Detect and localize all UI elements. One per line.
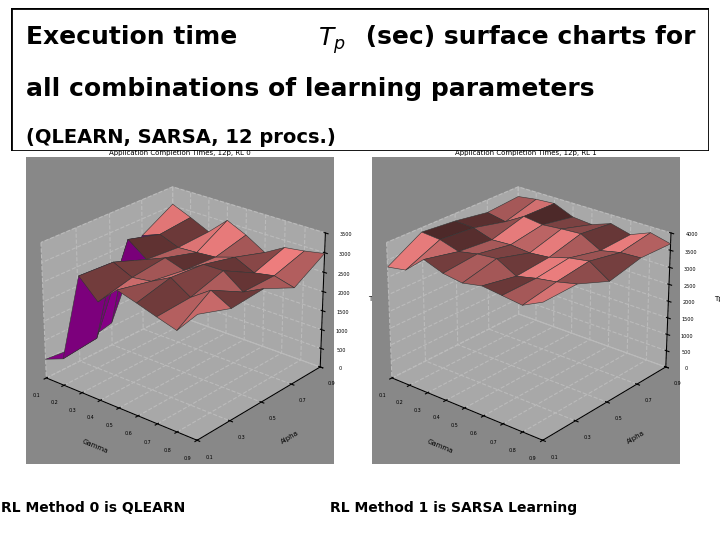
X-axis label: Gamma: Gamma xyxy=(426,438,454,454)
Title: Application Completion Times, 12p, RL 0: Application Completion Times, 12p, RL 0 xyxy=(109,150,251,156)
Text: Execution time: Execution time xyxy=(26,25,246,49)
Text: (sec) surface charts for: (sec) surface charts for xyxy=(356,25,695,49)
Text: $T_p$: $T_p$ xyxy=(318,25,346,56)
Y-axis label: Alpha: Alpha xyxy=(280,430,300,446)
Text: (QLEARN, SARSA, 12 procs.): (QLEARN, SARSA, 12 procs.) xyxy=(26,129,336,147)
Y-axis label: Alpha: Alpha xyxy=(626,430,646,446)
FancyBboxPatch shape xyxy=(11,8,709,151)
Text: RL Method 0 is QLEARN: RL Method 0 is QLEARN xyxy=(1,501,186,515)
Text: all combinations of learning parameters: all combinations of learning parameters xyxy=(26,77,595,101)
Title: Application Completion Times, 12p, RL 1: Application Completion Times, 12p, RL 1 xyxy=(455,150,596,156)
X-axis label: Gamma: Gamma xyxy=(81,438,109,454)
Text: RL Method 1 is SARSA Learning: RL Method 1 is SARSA Learning xyxy=(330,501,577,515)
